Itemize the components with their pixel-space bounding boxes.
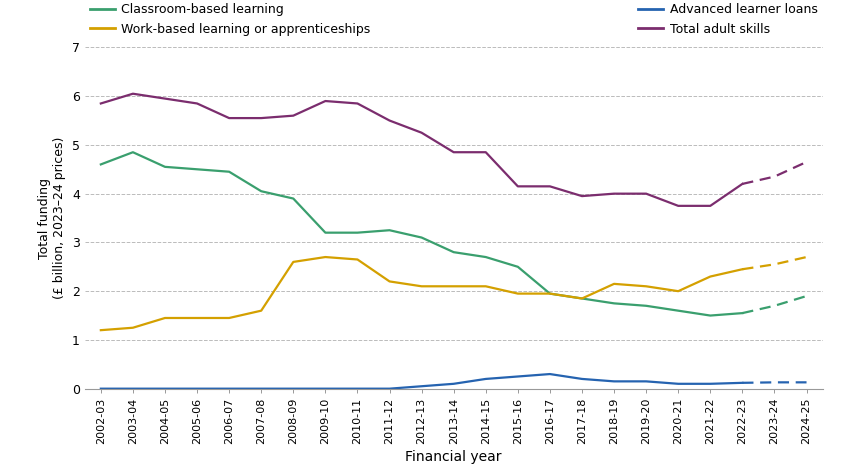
Legend: Classroom-based learning, Work-based learning or apprenticeships, Advanced learn: Classroom-based learning, Work-based lea…	[85, 0, 823, 41]
X-axis label: Financial year: Financial year	[405, 450, 502, 464]
Y-axis label: Total funding
(£ billion, 2023–24 prices): Total funding (£ billion, 2023–24 prices…	[38, 137, 66, 299]
